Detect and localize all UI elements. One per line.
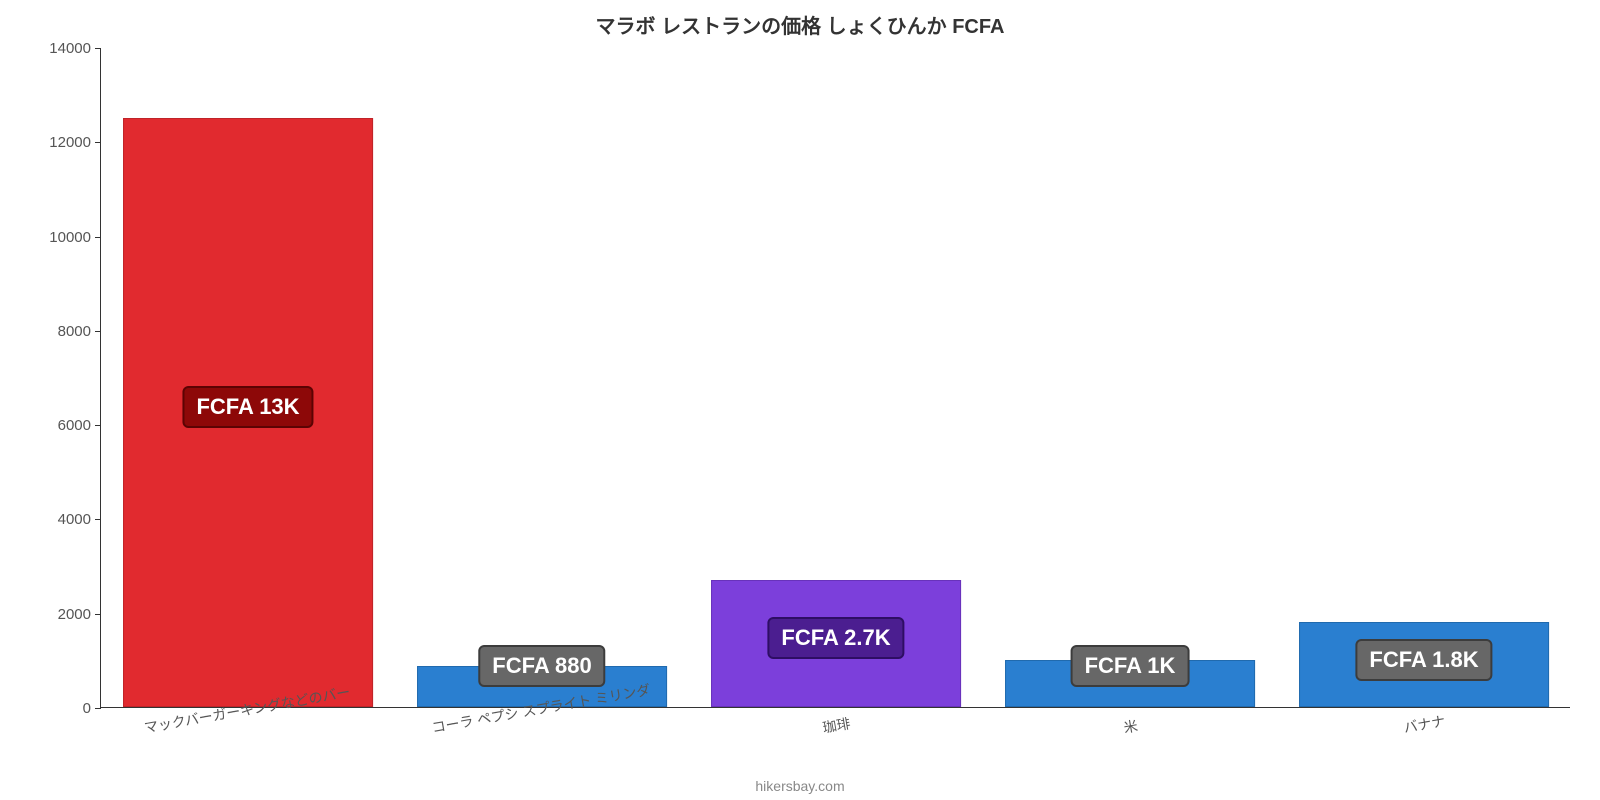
bar-slot: FCFA 1K [983, 47, 1277, 707]
value-badge: FCFA 1K [1071, 645, 1190, 687]
price-bar-chart: マラボ レストランの価格 しょくひんか FCFA 020004000600080… [0, 0, 1600, 800]
y-tick-label: 2000 [58, 606, 101, 623]
bar-slot: FCFA 13K [101, 47, 395, 707]
bar-slot: FCFA 2.7K [689, 47, 983, 707]
y-tick-label: 14000 [49, 40, 101, 57]
bar-slot: FCFA 880 [395, 47, 689, 707]
chart-title: マラボ レストランの価格 しょくひんか FCFA [0, 10, 1600, 39]
value-badge: FCFA 1.8K [1355, 639, 1492, 681]
value-badge: FCFA 13K [182, 386, 313, 428]
y-tick-label: 4000 [58, 511, 101, 528]
value-badge: FCFA 880 [478, 645, 605, 687]
x-axis-label: 珈琲 [821, 713, 852, 738]
value-badge: FCFA 2.7K [767, 617, 904, 659]
x-axis-label: 米 [1122, 716, 1139, 738]
attribution: hikersbay.com [0, 778, 1600, 794]
y-tick-label: 6000 [58, 417, 101, 434]
y-tick-label: 8000 [58, 323, 101, 340]
x-axis-label: バナナ [1402, 711, 1447, 738]
bar-slot: FCFA 1.8K [1277, 47, 1571, 707]
y-tick-label: 12000 [49, 134, 101, 151]
y-tick-label: 10000 [49, 229, 101, 246]
y-tick-label: 0 [83, 700, 101, 717]
plot-area: 02000400060008000100001200014000FCFA 13K… [100, 48, 1570, 708]
